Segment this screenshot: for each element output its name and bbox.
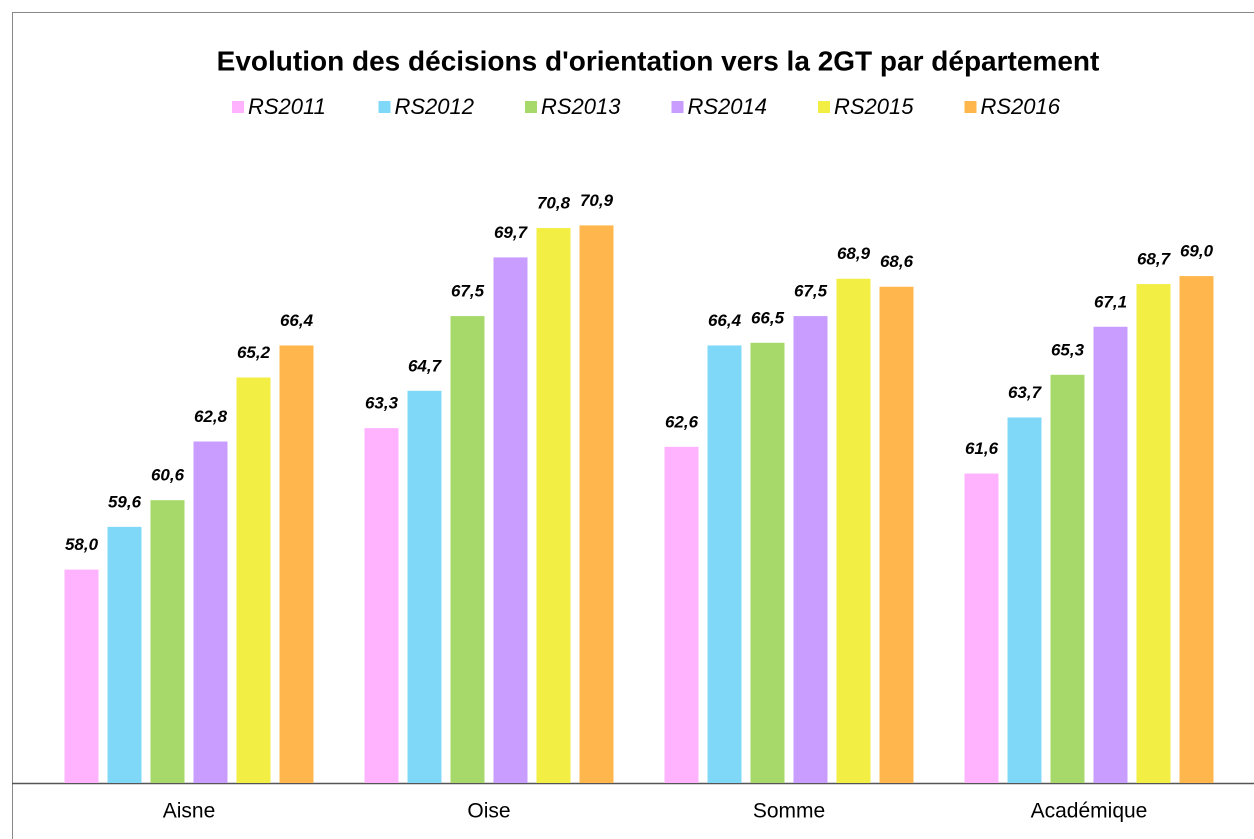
legend-label: RS2012 xyxy=(395,94,475,119)
bar xyxy=(879,286,914,783)
bar xyxy=(664,446,699,783)
legend-label: RS2016 xyxy=(981,94,1061,119)
value-label: 67,5 xyxy=(794,282,828,301)
value-label: 68,9 xyxy=(837,244,871,263)
legend-label: RS2014 xyxy=(688,94,768,119)
bar xyxy=(836,278,871,783)
value-label: 62,6 xyxy=(665,412,699,431)
value-label: 69,0 xyxy=(1180,242,1214,261)
x-tick-label: Somme xyxy=(753,800,825,823)
value-label: 66,4 xyxy=(280,311,314,330)
chart-title: Evolution des décisions d'orientation ve… xyxy=(217,45,1100,76)
bar xyxy=(193,441,228,783)
value-label: 68,7 xyxy=(1137,250,1172,269)
value-label: 58,0 xyxy=(65,535,99,554)
bar xyxy=(1136,284,1171,783)
value-label: 60,6 xyxy=(151,466,185,485)
bar xyxy=(236,377,271,783)
value-label: 59,6 xyxy=(108,492,142,511)
x-tick-label: Oise xyxy=(467,800,510,823)
value-label: 67,1 xyxy=(1094,292,1127,311)
value-label: 67,5 xyxy=(451,282,485,301)
value-label: 66,4 xyxy=(708,311,742,330)
legend-swatch xyxy=(378,101,391,113)
legend-swatch xyxy=(525,101,537,113)
bar xyxy=(64,569,99,783)
bar xyxy=(364,428,399,783)
value-label: 68,6 xyxy=(880,252,914,271)
value-label: 69,7 xyxy=(494,223,529,242)
value-label: 66,5 xyxy=(751,308,785,327)
x-tick-label: Aisne xyxy=(163,800,216,823)
bar xyxy=(536,228,571,783)
bar xyxy=(1007,417,1042,783)
bar xyxy=(707,345,742,783)
bar xyxy=(407,390,442,783)
legend-swatch xyxy=(818,101,830,113)
value-label: 70,8 xyxy=(537,194,571,213)
value-label: 65,3 xyxy=(1051,340,1085,359)
value-label: 64,7 xyxy=(408,356,443,375)
legend-label: RS2015 xyxy=(834,94,914,119)
bar xyxy=(493,257,528,783)
x-tick-label: Académique xyxy=(1031,800,1148,823)
value-label: 62,8 xyxy=(194,407,228,426)
value-label: 70,9 xyxy=(580,191,614,210)
bar xyxy=(1179,276,1214,783)
bar xyxy=(1050,374,1085,783)
bar xyxy=(750,342,785,783)
value-label: 63,7 xyxy=(1008,383,1043,402)
legend-swatch xyxy=(671,101,684,113)
legend-label: RS2013 xyxy=(541,94,621,119)
bar xyxy=(793,316,828,783)
bar xyxy=(279,345,314,783)
legend-swatch xyxy=(964,101,977,113)
value-label: 61,6 xyxy=(965,439,999,458)
bar xyxy=(579,225,614,783)
bar xyxy=(964,473,999,783)
value-label: 65,2 xyxy=(237,343,271,362)
legend-swatch xyxy=(232,101,244,113)
value-label: 63,3 xyxy=(365,394,399,413)
bar xyxy=(1093,326,1128,783)
bar xyxy=(107,526,142,783)
legend-label: RS2011 xyxy=(248,94,326,119)
bar xyxy=(150,500,185,783)
bar xyxy=(450,316,485,783)
